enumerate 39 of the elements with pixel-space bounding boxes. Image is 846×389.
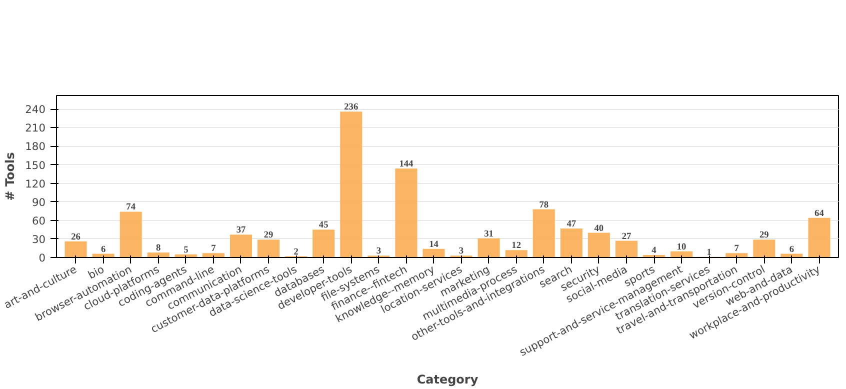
y-axis-title: # Tools [3,152,18,201]
data-label: 10 [676,242,687,252]
data-label: 14 [429,240,439,250]
data-label: 29 [759,230,770,241]
data-label: 45 [318,220,329,231]
data-label: 78 [539,200,549,210]
y-tick-label: 30 [32,232,46,246]
data-label: 6 [789,244,794,255]
data-label: 236 [344,102,358,113]
data-label: 12 [512,241,522,252]
data-label: 7 [734,244,740,254]
data-label: 31 [484,229,494,240]
data-label: 5 [184,245,189,256]
data-label: 64 [814,208,824,219]
data-label: 6 [100,244,106,255]
y-tick-label: 0 [38,252,46,264]
data-label: 1 [706,248,712,258]
data-label: 27 [622,232,632,242]
data-label: 26 [71,232,81,242]
y-tick-label: 120 [25,177,46,190]
y-tick-label: 90 [32,196,46,209]
data-label: 3 [376,246,382,257]
data-label: 74 [126,202,136,213]
data-label: 2 [294,247,299,258]
data-label: 37 [236,226,246,236]
data-label: 3 [458,246,464,257]
data-label: 29 [264,230,274,241]
y-tick-label: 180 [25,140,46,154]
y-tick-label: 210 [25,122,46,135]
y-tick-label: 60 [32,214,46,228]
data-label: 40 [594,224,604,234]
x-axis-title: Category [416,372,478,387]
data-label: 144 [399,159,414,170]
y-tick-label: 240 [25,103,46,116]
data-label: 4 [652,246,657,256]
data-label: 47 [566,219,576,230]
data-label: 8 [156,244,162,254]
y-tick-label: 150 [25,158,46,172]
data-label: 7 [211,244,216,254]
